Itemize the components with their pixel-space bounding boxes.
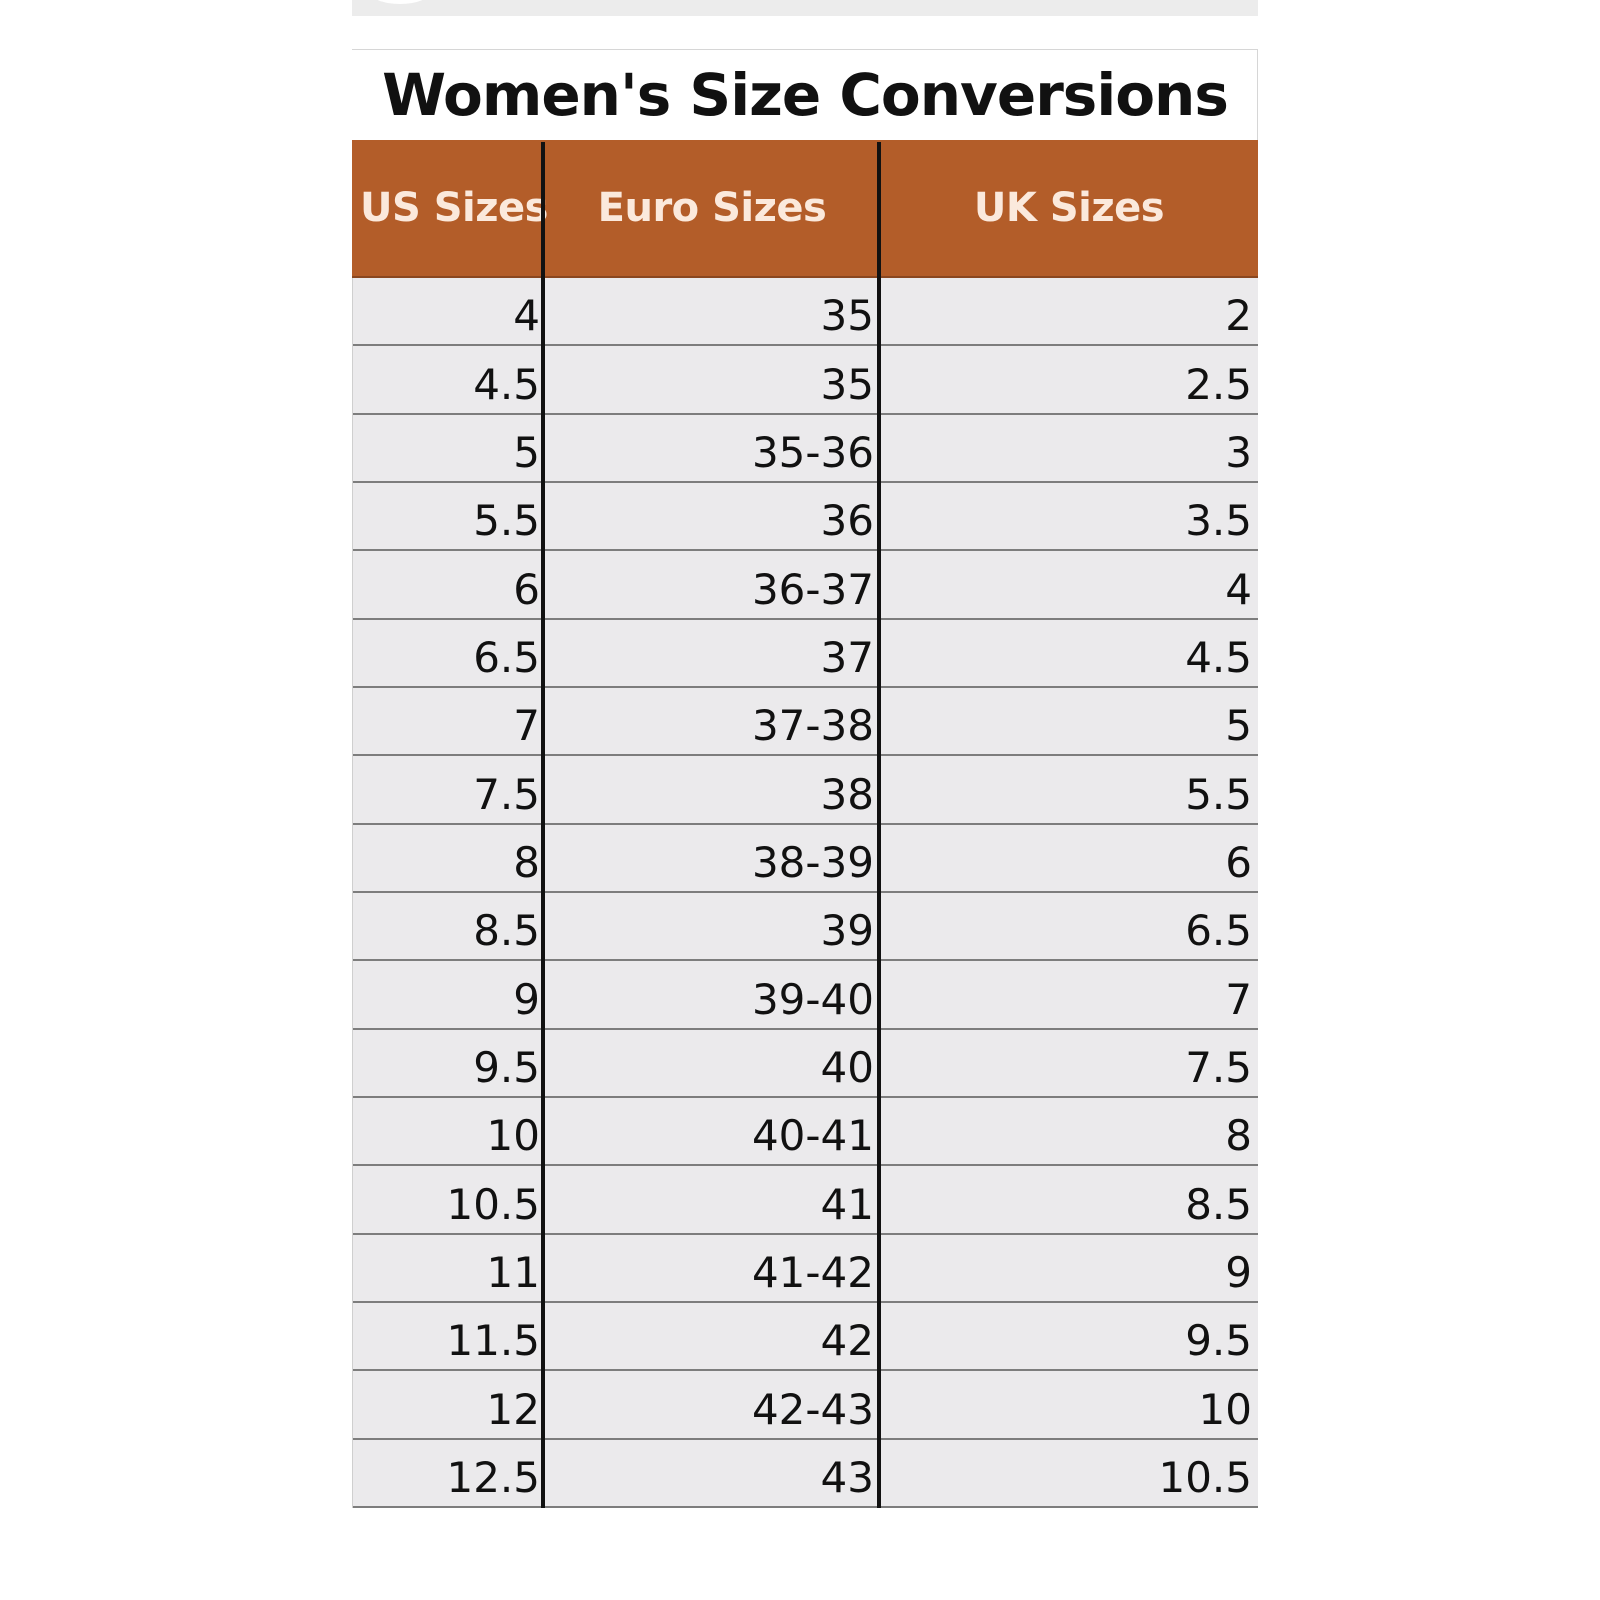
table-body: 4 35 2 4.5 35 2.5 5 35-36 3 5.5 36 3.5 6 36-37 4 6.5 37 4… [352,278,1258,1508]
uk-size-cell: 9.5 [1185,1316,1252,1366]
uk-size-cell: 2.5 [1185,359,1252,409]
table-row: 12 42-43 10 [352,1371,1258,1440]
table-row: 5 35-36 3 [352,415,1258,483]
table-row: 6 36-37 4 [352,551,1258,620]
table-row: 8.5 39 6.5 [352,893,1258,962]
table-row: 9 39-40 7 [352,961,1258,1030]
euro-size-cell: 39 [820,906,874,956]
euro-size-cell: 42-43 [751,1384,874,1434]
euro-size-cell: 40-41 [751,1111,874,1161]
euro-size-cell: 41-42 [751,1247,874,1297]
euro-size-cell: 39-40 [751,974,874,1024]
us-size-cell: 12 [486,1384,540,1434]
table-row: 6.5 37 4.5 [352,620,1258,688]
table-row: 10.5 41 8.5 [352,1166,1258,1235]
us-size-cell: 11.5 [446,1316,540,1366]
us-size-cell: 4.5 [473,359,540,409]
column-header-uk: UK Sizes [973,185,1165,231]
column-header-us: US Sizes [360,185,548,231]
table-row: 9.5 40 7.5 [352,1030,1258,1098]
table-row: 5.5 36 3.5 [352,483,1258,552]
table-title: Women's Size Conversions [382,61,1229,129]
table-row: 11 41-42 9 [352,1235,1258,1303]
table-row: 11.5 42 9.5 [352,1303,1258,1372]
us-size-cell: 9.5 [473,1042,540,1092]
euro-size-cell: 38-39 [751,837,874,887]
table-left-edge [352,278,353,1508]
us-size-cell: 10.5 [446,1179,540,1229]
us-size-cell: 6 [513,564,540,614]
us-size-cell: 5.5 [473,496,540,546]
euro-size-cell: 40 [820,1042,874,1092]
us-size-cell: 7 [513,701,540,751]
euro-size-cell: 42 [820,1316,874,1366]
uk-size-cell: 10.5 [1158,1452,1252,1502]
euro-size-cell: 37 [820,632,874,682]
us-size-cell: 4 [513,291,540,341]
euro-size-cell: 35 [820,291,874,341]
us-size-cell: 11 [486,1247,540,1297]
uk-size-cell: 7.5 [1185,1042,1252,1092]
uk-size-cell: 8.5 [1185,1179,1252,1229]
uk-size-cell: 2 [1225,291,1252,341]
us-size-cell: 6.5 [473,632,540,682]
uk-size-cell: 6.5 [1185,906,1252,956]
table-row: 10 40-41 8 [352,1098,1258,1167]
euro-size-cell: 43 [820,1452,874,1502]
us-size-cell: 9 [513,974,540,1024]
uk-size-cell: 3 [1225,427,1252,477]
column-divider-1 [541,142,545,1508]
uk-size-cell: 5.5 [1185,769,1252,819]
table-row: 8 38-39 6 [352,825,1258,893]
euro-size-cell: 41 [820,1179,874,1229]
top-strip [352,0,1258,16]
table-row: 7.5 38 5.5 [352,756,1258,825]
size-conversion-table: Women's Size Conversions US Sizes Euro S… [352,49,1258,1508]
euro-size-cell: 35 [820,359,874,409]
euro-size-cell: 36-37 [751,564,874,614]
us-size-cell: 8.5 [473,906,540,956]
euro-size-cell: 37-38 [751,701,874,751]
uk-size-cell: 4.5 [1185,632,1252,682]
euro-size-cell: 38 [820,769,874,819]
us-size-cell: 12.5 [446,1452,540,1502]
uk-size-cell: 7 [1225,974,1252,1024]
table-row: 4 35 2 [352,278,1258,347]
column-header-euro: Euro Sizes [597,185,827,231]
table-row: 7 37-38 5 [352,688,1258,757]
column-divider-2 [877,142,881,1508]
table-header-row: US Sizes Euro Sizes UK Sizes [352,140,1258,278]
us-size-cell: 10 [486,1111,540,1161]
uk-size-cell: 10 [1198,1384,1252,1434]
table-row: 4.5 35 2.5 [352,346,1258,415]
us-size-cell: 8 [513,837,540,887]
uk-size-cell: 3.5 [1185,496,1252,546]
euro-size-cell: 35-36 [751,427,874,477]
us-size-cell: 5 [513,427,540,477]
us-size-cell: 7.5 [473,769,540,819]
euro-size-cell: 36 [820,496,874,546]
uk-size-cell: 8 [1225,1111,1252,1161]
uk-size-cell: 4 [1225,564,1252,614]
table-row: 12.5 43 10.5 [352,1440,1258,1508]
uk-size-cell: 6 [1225,837,1252,887]
uk-size-cell: 9 [1225,1247,1252,1297]
uk-size-cell: 5 [1225,701,1252,751]
